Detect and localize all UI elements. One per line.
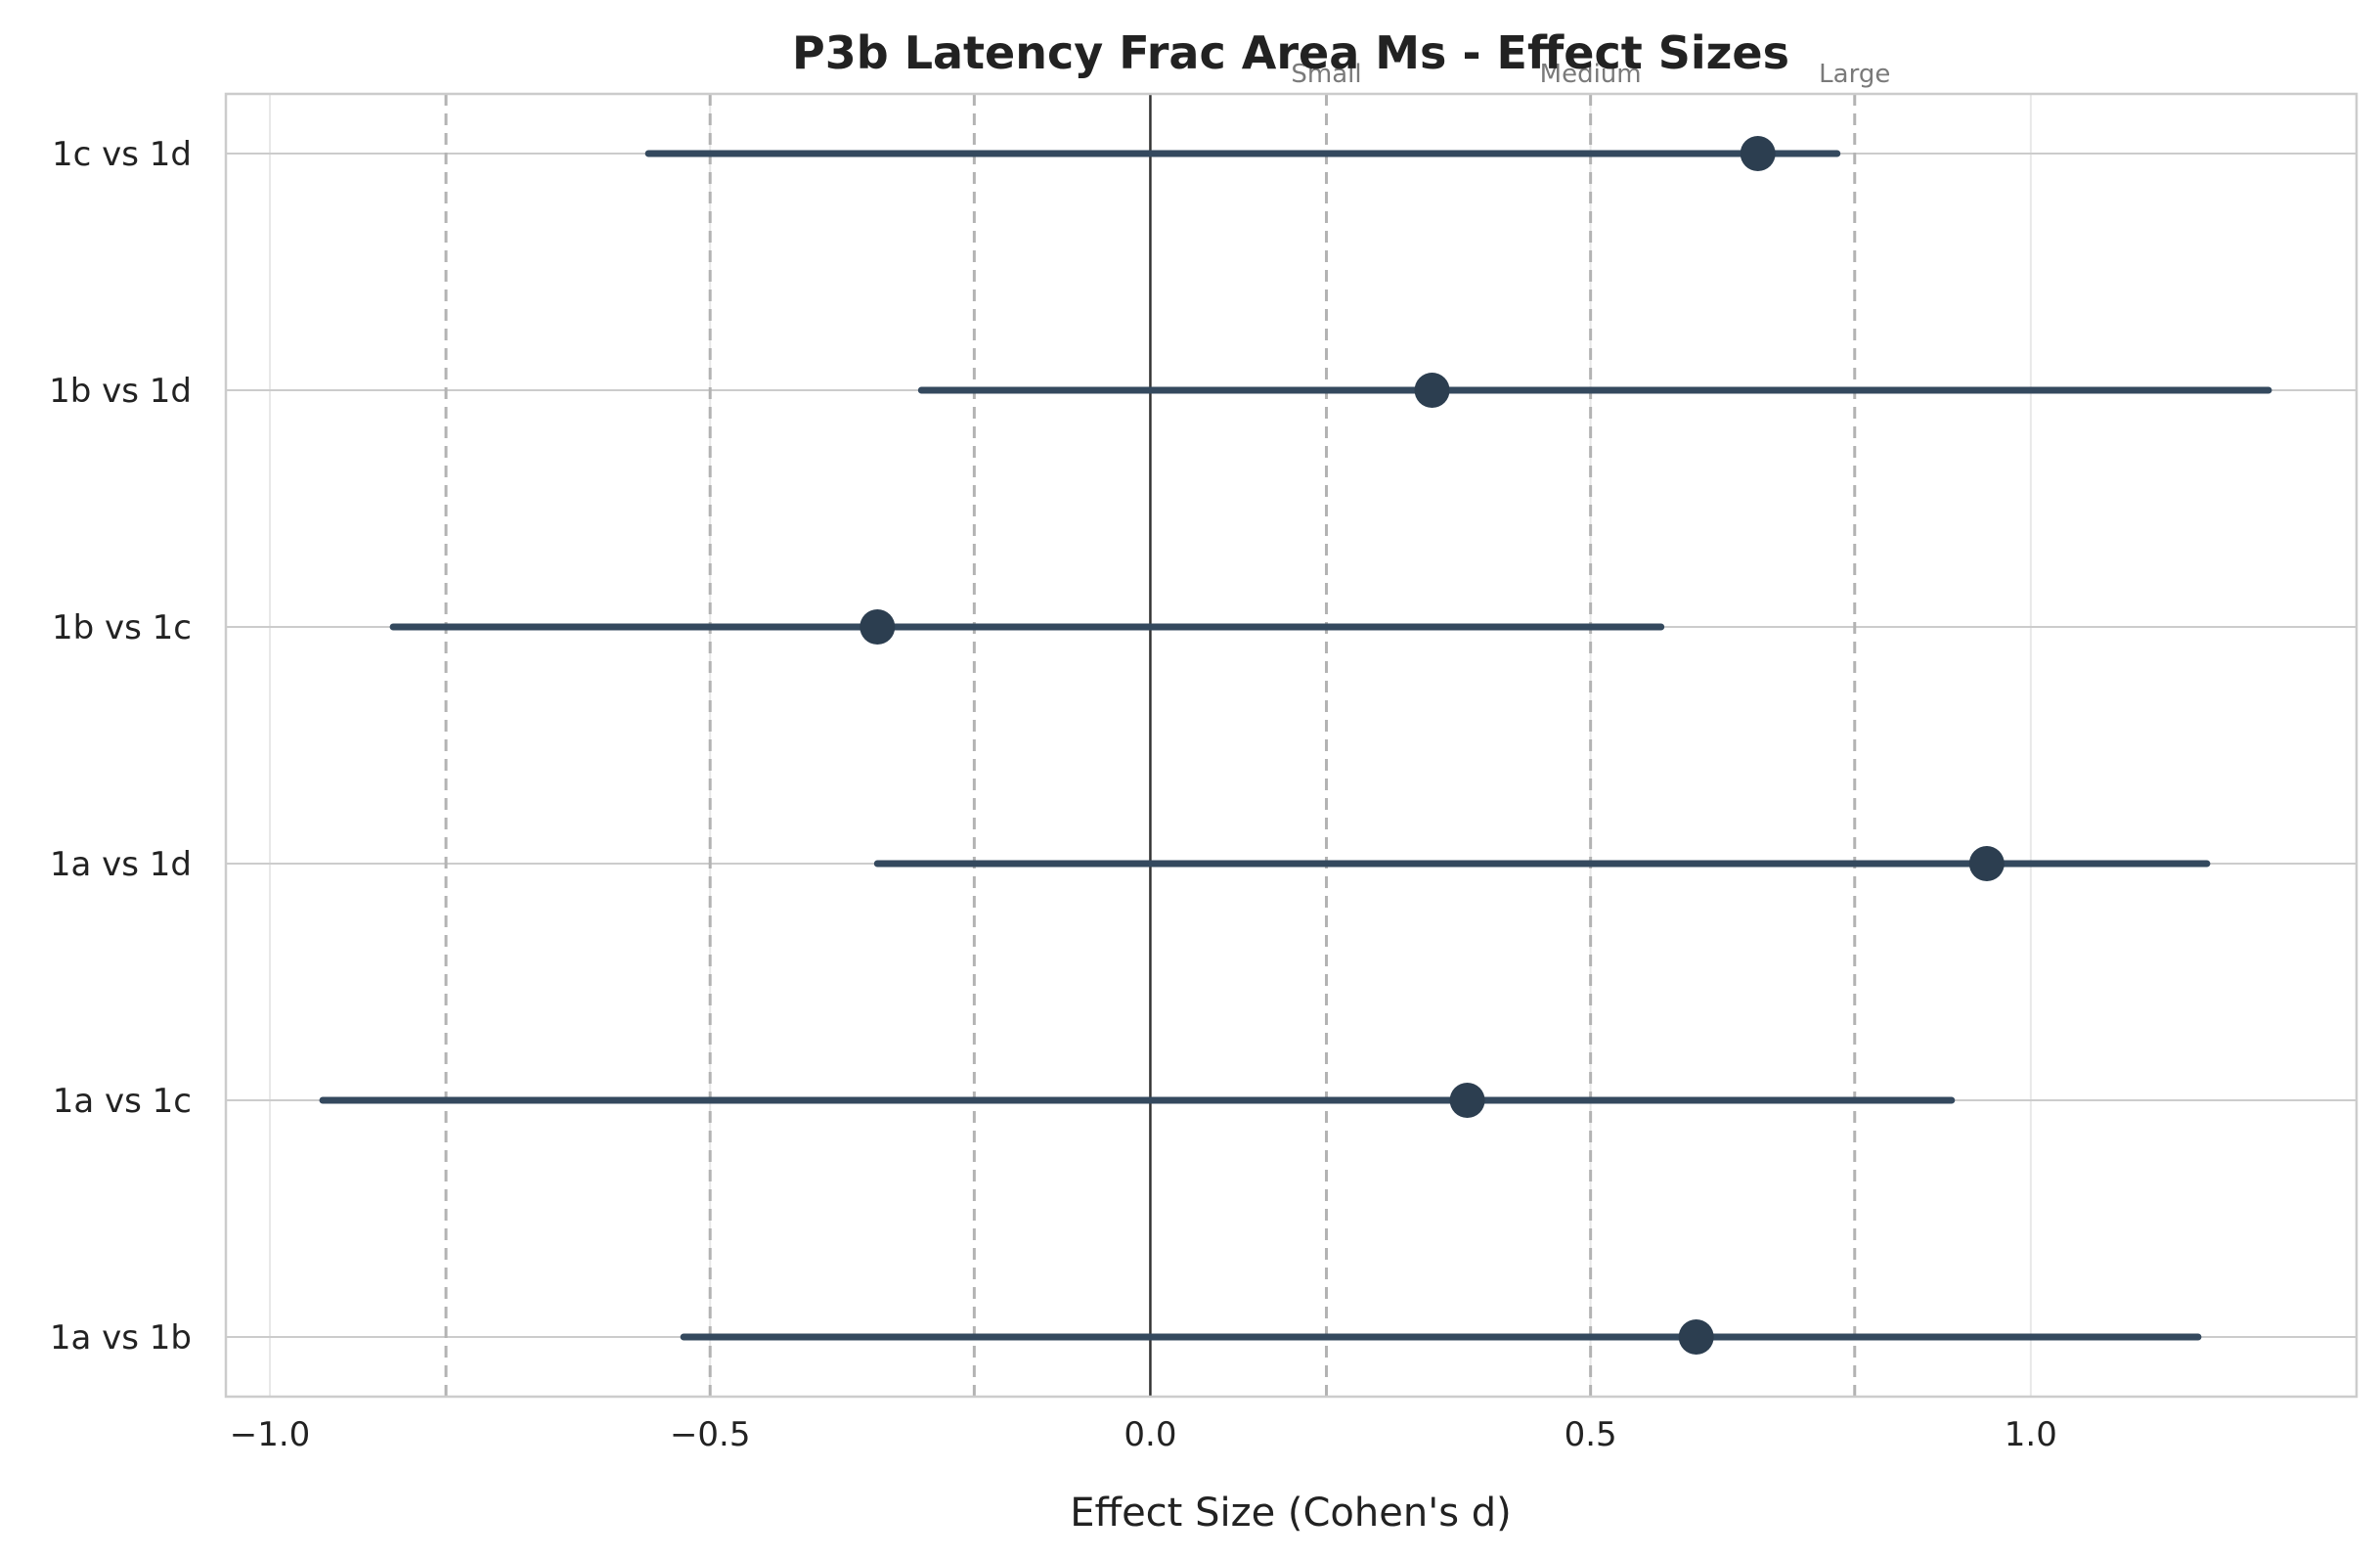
effect-size-point — [1414, 373, 1450, 408]
x-tick-label: 1.0 — [2005, 1415, 2057, 1454]
y-tick-label: 1b vs 1c — [52, 608, 192, 647]
y-tick-label: 1a vs 1c — [53, 1082, 192, 1121]
effect-size-point — [1678, 1319, 1714, 1355]
x-tick-label: −1.0 — [230, 1415, 311, 1454]
effect-size-point — [859, 609, 896, 645]
effect-size-point — [1740, 136, 1776, 171]
y-tick-label: 1c vs 1d — [52, 135, 192, 174]
data-layer — [319, 136, 2272, 1355]
label-layer: −1.0 −0.5 0.0 0.5 1.0 1a vs 1b 1a vs 1c 1a vs 1… — [49, 60, 2057, 1454]
x-axis-title: Effect Size (Cohen's d) — [1070, 1491, 1512, 1536]
chart-title: P3b Latency Frac Area Ms - Effect Sizes — [792, 26, 1789, 79]
threshold-label: Medium — [1540, 60, 1642, 89]
x-tick-label: 0.5 — [1565, 1415, 1617, 1454]
y-tick-label: 1a vs 1b — [50, 1318, 192, 1358]
effect-size-point — [1449, 1083, 1485, 1118]
threshold-label: Small — [1291, 60, 1361, 89]
effect-size-point — [1968, 846, 2005, 881]
threshold-label: Large — [1819, 60, 1890, 89]
y-tick-label: 1a vs 1d — [50, 845, 192, 884]
y-tick-label: 1b vs 1d — [49, 372, 192, 411]
x-tick-label: −0.5 — [670, 1415, 751, 1454]
x-tick-label: 0.0 — [1124, 1415, 1176, 1454]
threshold-layer — [444, 94, 1857, 1397]
plot-frame — [224, 92, 2358, 1399]
